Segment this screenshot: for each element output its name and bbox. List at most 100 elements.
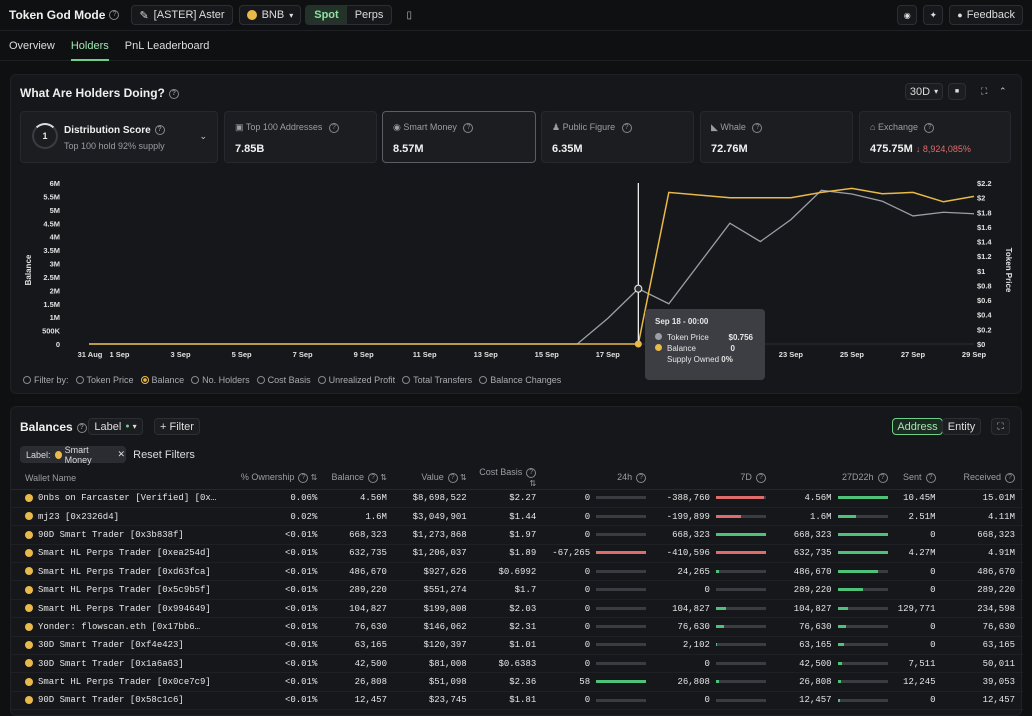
cell-name[interactable]: 30D Smart Trader [0xf4e423] bbox=[11, 636, 225, 656]
filter-token-price[interactable]: Token Price bbox=[75, 375, 134, 385]
table-row[interactable]: Smart HL Perps Trader [0x0ce7c9] <0.01% 26… bbox=[11, 672, 1023, 692]
stat-exchange[interactable]: ⌂ Exchange ? 475.75M ↓ 8,924,085% bbox=[859, 111, 1011, 163]
info-icon[interactable]: ? bbox=[526, 468, 537, 479]
mode-perps[interactable]: Perps bbox=[354, 9, 384, 21]
calendar-button[interactable]: ■ bbox=[948, 83, 966, 100]
cell-text: 63,165 bbox=[354, 640, 387, 651]
sort-icon[interactable]: ⇅ bbox=[457, 473, 467, 483]
filter-total-transfers[interactable]: Total Transfers bbox=[402, 375, 472, 385]
column-header[interactable]: 24h? bbox=[544, 467, 655, 490]
tab-pnl-leaderboard[interactable]: PnL Leaderboard bbox=[124, 39, 210, 52]
stat-top100[interactable]: ▣ Top 100 Addresses ? 7.85B bbox=[224, 111, 377, 163]
filter-chip[interactable]: Label: Smart Money ✕ bbox=[20, 445, 126, 465]
tooltip-label: Token Price bbox=[655, 333, 709, 342]
collapse-icon[interactable]: ⌃ bbox=[999, 86, 1007, 96]
info-icon[interactable]: ? bbox=[298, 473, 309, 484]
table-row[interactable]: Yonder: flowscan.eth [0x17bb6… <0.01% 76,6… bbox=[11, 617, 1023, 637]
column-header[interactable]: Received? bbox=[943, 467, 1023, 490]
filter-cost-basis[interactable]: Cost Basis bbox=[256, 375, 311, 385]
column-header[interactable]: Value? ⇅ bbox=[394, 467, 475, 490]
column-header[interactable]: Balance? ⇅ bbox=[325, 467, 395, 490]
mode-spot[interactable]: Spot bbox=[306, 6, 347, 24]
cell-name[interactable]: 90D Smart Trader [0x3b838f] bbox=[11, 525, 225, 545]
cell-text: $1,273,868 bbox=[412, 529, 467, 540]
stat-whale[interactable]: ◣ Whale ? 72.76M bbox=[700, 111, 853, 163]
table-row[interactable]: 90D Smart Trader [0x3b838f] <0.01% 668,323… bbox=[11, 525, 1023, 545]
info-icon[interactable]: ? bbox=[368, 473, 379, 484]
reset-filters-button[interactable]: Reset Filters bbox=[133, 448, 195, 461]
tooltip-value: $0.756 bbox=[728, 333, 753, 342]
info-icon[interactable]: ? bbox=[636, 473, 647, 484]
tab-overview[interactable]: Overview bbox=[9, 39, 55, 52]
cell-name[interactable]: Smart HL Perps Trader [0x994649] bbox=[11, 599, 225, 619]
table-row[interactable]: Smart HL Perps Trader [0xea254d] <0.01% 63… bbox=[11, 544, 1023, 564]
filter-unrealized-profit[interactable]: Unrealized Profit bbox=[317, 375, 395, 385]
eye-button[interactable]: ◉ bbox=[897, 5, 918, 25]
cell-name[interactable]: Smart HL Perps Trader [0xd63fca] bbox=[11, 562, 225, 582]
info-icon[interactable]: ? bbox=[76, 422, 87, 433]
view-entity[interactable]: Entity bbox=[942, 418, 981, 435]
column-header[interactable]: Wallet Name bbox=[11, 467, 225, 490]
info-icon[interactable]: ? bbox=[752, 122, 763, 133]
mode-toggle[interactable]: Spot Perps bbox=[305, 5, 393, 25]
sort-icon[interactable]: ⇅ bbox=[308, 473, 318, 483]
pin-button[interactable]: ✦ bbox=[923, 5, 944, 25]
column-header[interactable]: Cost Basis? ⇅ bbox=[474, 467, 545, 490]
column-header[interactable]: Sent? bbox=[895, 467, 944, 490]
info-icon[interactable]: ? bbox=[621, 122, 632, 133]
period-dropdown[interactable]: 30D ▾ bbox=[905, 83, 943, 100]
expand-button[interactable]: ⛶ bbox=[991, 418, 1010, 435]
stat-smart-money[interactable]: ◉ Smart Money ? 8.57M bbox=[382, 111, 536, 163]
info-icon[interactable]: ? bbox=[755, 473, 766, 484]
cell-name[interactable]: Smart HL Perps Trader [0x0ce7c9] bbox=[11, 672, 225, 692]
filter-no-holders[interactable]: No. Holders bbox=[191, 375, 250, 385]
stat-public-figure[interactable]: ♟ Public Figure ? 6.35M bbox=[541, 111, 694, 163]
column-header[interactable]: % Ownership? ⇅ bbox=[224, 467, 326, 490]
sort-icon[interactable]: ⇅ bbox=[378, 473, 387, 483]
chain-selector[interactable]: BNB ▾ bbox=[238, 5, 302, 25]
cell-name[interactable]: 90D Smart Trader [0x58c1c6] bbox=[11, 691, 225, 711]
table-row[interactable]: Smart HL Perps Trader [0xd63fca] <0.01% 48… bbox=[11, 562, 1023, 582]
info-icon[interactable]: ? bbox=[328, 122, 339, 133]
info-icon[interactable]: ? bbox=[924, 122, 935, 133]
add-filter-button[interactable]: + Filter bbox=[154, 418, 200, 435]
column-header[interactable]: 7D? bbox=[654, 467, 774, 490]
info-icon[interactable]: ? bbox=[109, 10, 120, 20]
filter-text: No. Holders bbox=[202, 375, 250, 385]
column-header[interactable]: 27D22h? bbox=[773, 467, 896, 490]
filter-balance[interactable]: Balance bbox=[140, 375, 184, 385]
info-icon[interactable]: ? bbox=[154, 125, 165, 136]
info-icon[interactable]: ? bbox=[447, 473, 458, 484]
table-row[interactable]: 0nbs on Farcaster [Verified] [0x… 0.06% 4.… bbox=[11, 489, 1023, 508]
expand-icon[interactable]: ⛶ bbox=[981, 86, 988, 96]
tab-holders[interactable]: Holders bbox=[70, 31, 109, 61]
feedback-button[interactable]: ● Feedback bbox=[949, 5, 1023, 25]
view-address[interactable]: Address bbox=[892, 418, 943, 435]
label-dropdown[interactable]: Label ● ▾ bbox=[88, 418, 143, 435]
sort-icon[interactable]: ⇅ bbox=[529, 479, 537, 489]
cell-name[interactable]: 30D Smart Trader [0x1a6a63] bbox=[11, 654, 225, 674]
info-icon[interactable]: ? bbox=[463, 122, 474, 133]
table-row[interactable]: Smart HL Perps Trader [0x994649] <0.01% 10… bbox=[11, 599, 1023, 619]
table-row[interactable]: 30D Smart Trader [0xf4e423] <0.01% 63,165 $… bbox=[11, 636, 1023, 656]
info-icon[interactable]: ? bbox=[1005, 473, 1015, 484]
info-icon[interactable]: ? bbox=[877, 473, 888, 484]
info-icon[interactable]: ? bbox=[925, 473, 936, 484]
copy-icon[interactable]: ▯ bbox=[406, 9, 412, 21]
cell-name[interactable]: Yonder: flowscan.eth [0x17bb6… bbox=[11, 617, 225, 637]
info-icon[interactable]: ? bbox=[168, 88, 179, 99]
token-selector[interactable]: ✎ [ASTER] Aster bbox=[131, 5, 233, 25]
cell-name[interactable]: Smart HL Perps Trader [0xea254d] bbox=[11, 544, 225, 564]
chevron-down-icon[interactable]: ⌄ bbox=[199, 131, 207, 141]
table-row[interactable]: 30D Smart Trader [0x1a6a63] <0.01% 42,500 $… bbox=[11, 654, 1023, 674]
table-row[interactable]: mj23 [0x2326d4] 0.02% 1.6M $3,049,901 $1.44 0… bbox=[11, 507, 1023, 527]
cell-name[interactable]: mj23 [0x2326d4] bbox=[11, 507, 225, 527]
cell-name[interactable]: Smart HL Perps Trader [0x5c9b5f] bbox=[11, 580, 225, 600]
close-icon[interactable]: ✕ bbox=[117, 449, 125, 459]
holders-chart[interactable]: 6M 5.5M 5M 4.5M 4M 3.5M 3M 2.5M 2M 1.5M 1M 500K 0 $2.… bbox=[11, 175, 1023, 375]
distribution-card[interactable]: 1 Distribution Score? Top 100 hold 92% s… bbox=[20, 111, 218, 163]
table-row[interactable]: Smart HL Perps Trader [0x5c9b5f] <0.01% 28… bbox=[11, 580, 1023, 600]
table-row[interactable]: 90D Smart Trader [0x58c1c6] <0.01% 12,457 $… bbox=[11, 691, 1023, 711]
cell-name[interactable]: 0nbs on Farcaster [Verified] [0x… bbox=[11, 489, 225, 508]
filter-balance-changes[interactable]: Balance Changes bbox=[479, 375, 561, 385]
